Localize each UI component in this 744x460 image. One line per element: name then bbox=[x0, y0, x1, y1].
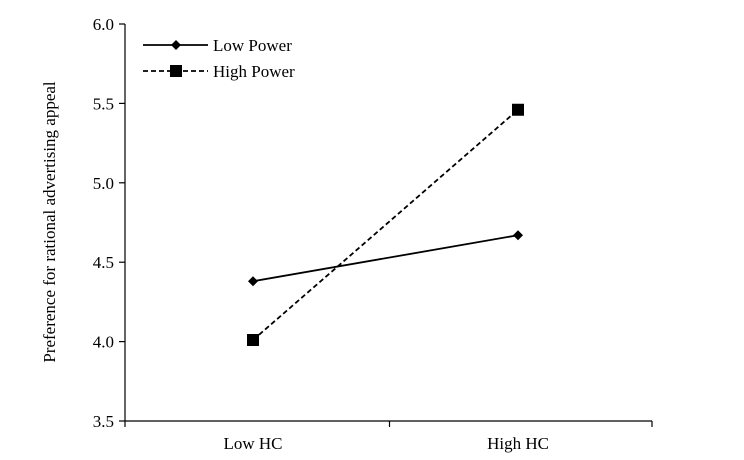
series-low-power bbox=[248, 230, 523, 287]
y-axis-label: Preference for rational advertising appe… bbox=[40, 81, 59, 363]
axes bbox=[119, 23, 653, 427]
x-tick-label: Low HC bbox=[223, 434, 282, 453]
series-line bbox=[252, 234, 519, 283]
legend: Low Power High Power bbox=[143, 36, 295, 81]
series-line bbox=[252, 109, 519, 341]
diamond-marker bbox=[513, 230, 523, 241]
series-group bbox=[247, 103, 524, 347]
tick-labels: 3.5 4.0 4.5 5.0 5.5 6.0 Low HC High HC bbox=[93, 15, 549, 453]
series-high-power bbox=[247, 103, 524, 347]
square-marker bbox=[247, 334, 259, 347]
y-tick-label: 6.0 bbox=[93, 15, 114, 34]
legend-item: Low Power bbox=[143, 36, 292, 55]
legend-item: High Power bbox=[143, 62, 295, 81]
x-tick-label: High HC bbox=[487, 434, 549, 453]
y-tick-label: 5.5 bbox=[93, 94, 114, 113]
y-tick-label: 3.5 bbox=[93, 412, 114, 431]
legend-diamond-marker bbox=[171, 40, 181, 50]
legend-label: High Power bbox=[213, 62, 295, 81]
legend-label: Low Power bbox=[213, 36, 292, 55]
legend-square-marker bbox=[170, 65, 182, 77]
y-tick-label: 5.0 bbox=[93, 174, 114, 193]
diamond-marker bbox=[248, 276, 258, 287]
y-tick-label: 4.0 bbox=[93, 333, 114, 352]
square-marker bbox=[512, 103, 524, 116]
y-tick-label: 4.5 bbox=[93, 253, 114, 272]
